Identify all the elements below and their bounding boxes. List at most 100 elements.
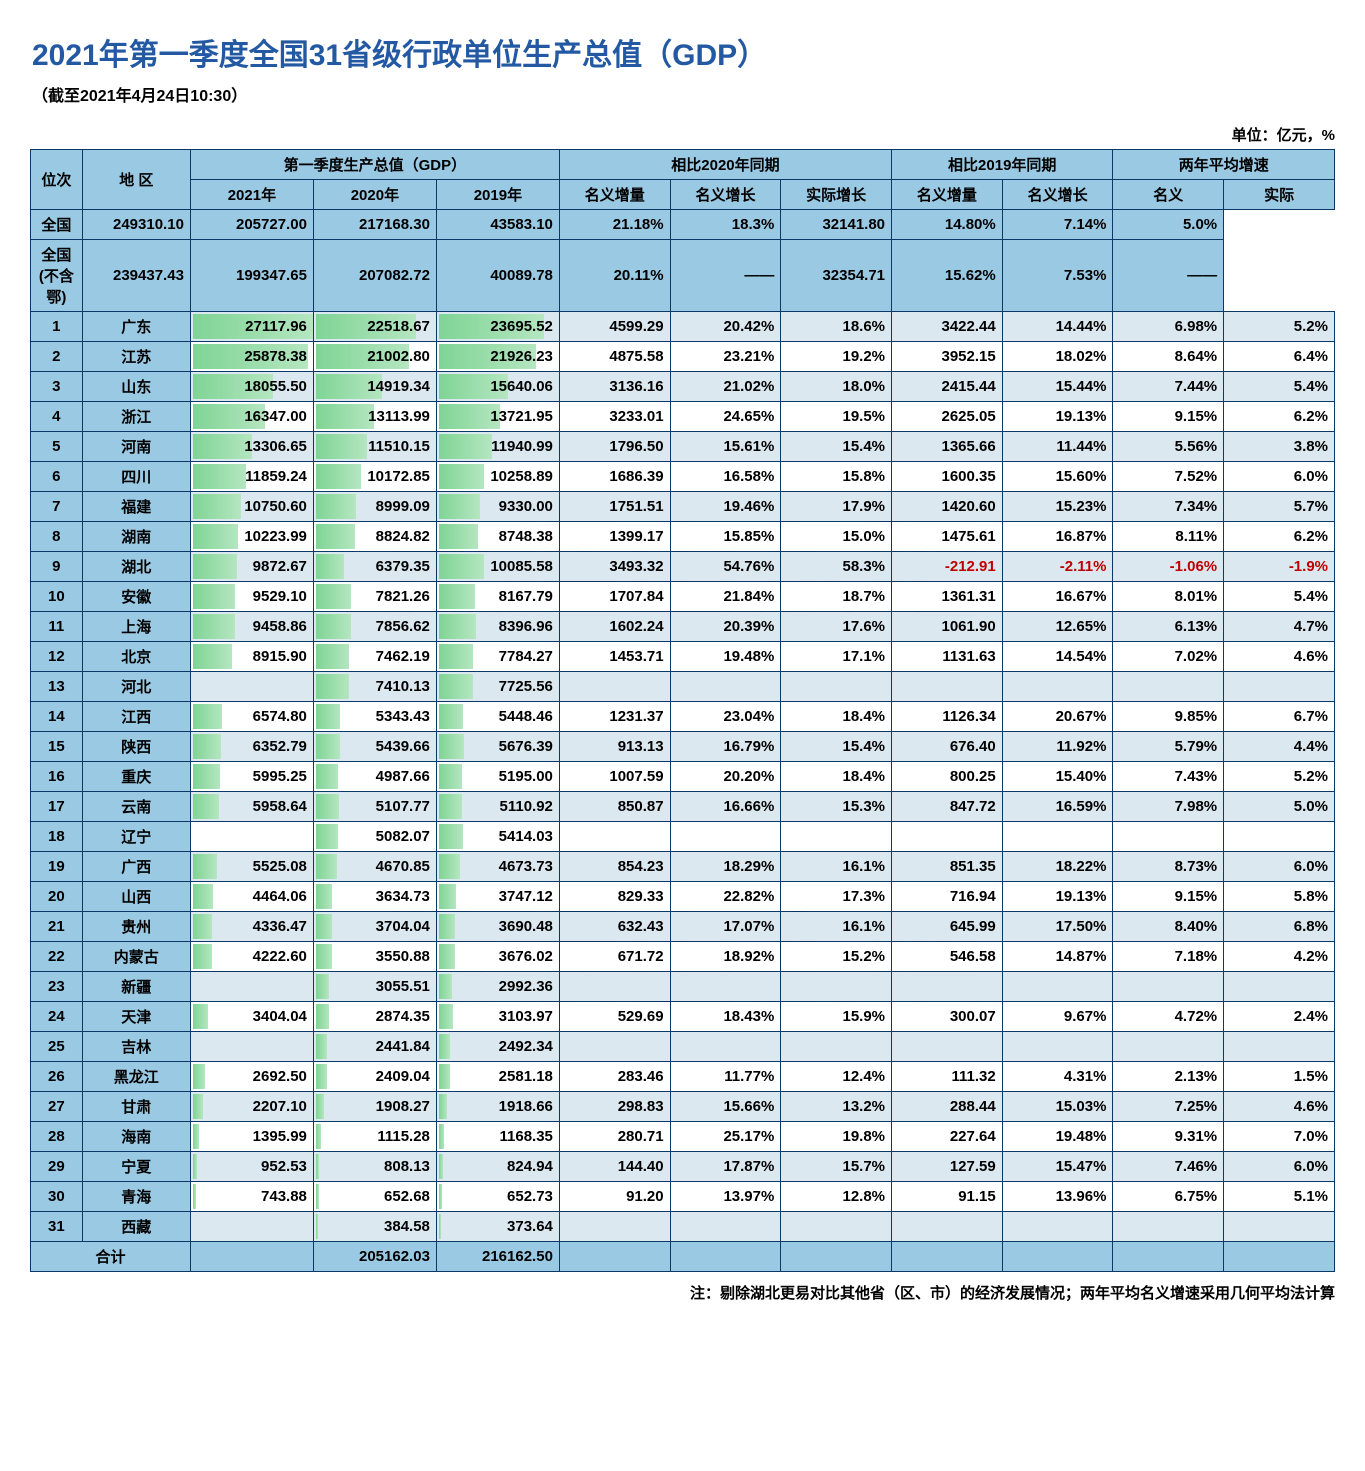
value-cell: 16.59% (1002, 792, 1113, 822)
gdp-cell: 8748.38 (436, 522, 559, 552)
gdp-cell: 743.88 (190, 1182, 313, 1212)
value-cell: 14.87% (1002, 942, 1113, 972)
value-cell: 1399.17 (559, 522, 670, 552)
value-cell: 4.2% (1224, 942, 1335, 972)
gdp-cell: 5414.03 (436, 822, 559, 852)
value-cell: 19.5% (781, 402, 892, 432)
rank-cell: 28 (31, 1122, 83, 1152)
value-cell: 7.34% (1113, 492, 1224, 522)
rank-cell: 18 (31, 822, 83, 852)
value-cell: 5.0% (1224, 792, 1335, 822)
rank-cell: 17 (31, 792, 83, 822)
value-cell: 3136.16 (559, 372, 670, 402)
gdp-cell: 3676.02 (436, 942, 559, 972)
region-cell: 西藏 (82, 1212, 190, 1242)
footnote: 注：剔除湖北更易对比其他省（区、市）的经济发展情况；两年平均名义增速采用几何平均… (30, 1282, 1335, 1303)
gdp-cell: 5995.25 (190, 762, 313, 792)
value-cell: 529.69 (559, 1002, 670, 1032)
gdp-cell: 9458.86 (190, 612, 313, 642)
value-cell: 16.58% (670, 462, 781, 492)
gdp-cell: 7410.13 (313, 672, 436, 702)
gdp-cell: 5343.43 (313, 702, 436, 732)
region-cell: 山东 (82, 372, 190, 402)
value-cell: 17.50% (1002, 912, 1113, 942)
value-cell: 16.87% (1002, 522, 1113, 552)
value-cell (1113, 822, 1224, 852)
value-cell: 288.44 (892, 1092, 1003, 1122)
rank-cell: 9 (31, 552, 83, 582)
gdp-cell: 10085.58 (436, 552, 559, 582)
value-cell (892, 822, 1003, 852)
value-cell: 5.56% (1113, 432, 1224, 462)
region-cell: 河南 (82, 432, 190, 462)
rank-cell: 24 (31, 1002, 83, 1032)
gdp-cell: 11510.15 (313, 432, 436, 462)
region-cell: 江西 (82, 702, 190, 732)
value-cell: 18.3% (670, 210, 781, 240)
value-cell: 17.3% (781, 882, 892, 912)
rank-cell: 13 (31, 672, 83, 702)
value-cell: 5.4% (1224, 582, 1335, 612)
table-row: 1广东27117.9622518.6723695.524599.2920.42%… (31, 312, 1335, 342)
value-cell: 7.53% (1002, 240, 1113, 312)
value-cell: 18.22% (1002, 852, 1113, 882)
value-cell (892, 1032, 1003, 1062)
value-cell: 16.67% (1002, 582, 1113, 612)
rank-cell: 14 (31, 702, 83, 732)
gdp-table: 位次 地 区 第一季度生产总值（GDP） 相比2020年同期 相比2019年同期… (30, 149, 1335, 1272)
value-cell: 58.3% (781, 552, 892, 582)
value-cell: 23.04% (670, 702, 781, 732)
table-body: 全国249310.10205727.00217168.3043583.1021.… (31, 210, 1335, 1272)
value-cell: 20.39% (670, 612, 781, 642)
gdp-cell: 9330.00 (436, 492, 559, 522)
value-cell: 15.40% (1002, 762, 1113, 792)
value-cell: 5.2% (1224, 312, 1335, 342)
gdp-cell: 8396.96 (436, 612, 559, 642)
value-cell: 1686.39 (559, 462, 670, 492)
table-row: 5河南13306.6511510.1511940.991796.5015.61%… (31, 432, 1335, 462)
value-cell: 40089.78 (436, 240, 559, 312)
value-cell: 5.2% (1224, 762, 1335, 792)
value-cell: 632.43 (559, 912, 670, 942)
value-cell: 854.23 (559, 852, 670, 882)
value-cell (1113, 1242, 1224, 1272)
value-cell: 15.4% (781, 432, 892, 462)
table-row: 25吉林2441.842492.34 (31, 1032, 1335, 1062)
value-cell (781, 1212, 892, 1242)
gdp-cell: 384.58 (313, 1212, 436, 1242)
table-header: 位次 地 区 第一季度生产总值（GDP） 相比2020年同期 相比2019年同期… (31, 150, 1335, 210)
value-cell (1002, 1242, 1113, 1272)
value-cell: 20.20% (670, 762, 781, 792)
value-cell: 216162.50 (436, 1242, 559, 1272)
gdp-cell: 1918.66 (436, 1092, 559, 1122)
table-row: 22内蒙古4222.603550.883676.02671.7218.92%15… (31, 942, 1335, 972)
rank-cell: 4 (31, 402, 83, 432)
value-cell (670, 1212, 781, 1242)
value-cell: 239437.43 (82, 240, 190, 312)
value-cell: 127.59 (892, 1152, 1003, 1182)
gdp-cell: 1115.28 (313, 1122, 436, 1152)
value-cell: 6.2% (1224, 402, 1335, 432)
rank-cell: 25 (31, 1032, 83, 1062)
gdp-cell: 16347.00 (190, 402, 313, 432)
value-cell (1002, 672, 1113, 702)
value-cell: 21.02% (670, 372, 781, 402)
value-cell (670, 822, 781, 852)
value-cell: 19.13% (1002, 882, 1113, 912)
value-cell: 1231.37 (559, 702, 670, 732)
region-cell: 黑龙江 (82, 1062, 190, 1092)
rank-cell: 31 (31, 1212, 83, 1242)
gdp-cell: 3704.04 (313, 912, 436, 942)
col-inc2019: 名义增量 (892, 180, 1003, 210)
value-cell: 11.77% (670, 1062, 781, 1092)
rank-cell: 26 (31, 1062, 83, 1092)
gdp-cell: 3690.48 (436, 912, 559, 942)
value-cell: 21.18% (559, 210, 670, 240)
rank-cell: 2 (31, 342, 83, 372)
value-cell: 17.1% (781, 642, 892, 672)
rank-cell: 5 (31, 432, 83, 462)
value-cell: 6.0% (1224, 1152, 1335, 1182)
value-cell: 15.3% (781, 792, 892, 822)
gdp-cell: 10223.99 (190, 522, 313, 552)
region-cell: 合计 (31, 1242, 191, 1272)
